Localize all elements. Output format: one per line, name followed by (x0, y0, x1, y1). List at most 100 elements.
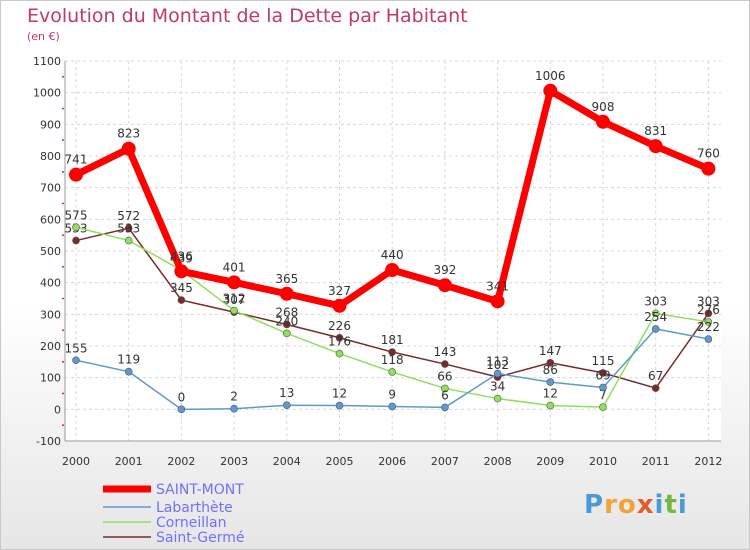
y-minor-tick (62, 297, 64, 300)
data-point (124, 367, 133, 376)
data-point (704, 309, 713, 318)
data-point (599, 403, 607, 411)
data-label: 113 (486, 355, 509, 369)
data-label: 155 (65, 341, 88, 355)
chart-subtitle: (en €) (27, 30, 60, 43)
data-label: 533 (117, 222, 140, 236)
data-label: 303 (697, 294, 720, 308)
legend-label: Labarthète (156, 500, 233, 516)
y-minor-tick (62, 170, 64, 173)
data-label: 276 (697, 303, 720, 317)
y-tick-label: 1100 (33, 55, 61, 68)
data-label: 440 (381, 248, 404, 262)
data-point (335, 401, 344, 410)
y-tick-label: 1000 (33, 87, 61, 100)
logo-letter: o (617, 490, 637, 520)
data-point (596, 114, 610, 129)
y-tick-label: 900 (40, 118, 61, 131)
logo-letter: t (664, 490, 678, 520)
data-point (701, 161, 716, 176)
legend-label: SAINT-MONT (156, 482, 244, 498)
data-label: 143 (433, 345, 456, 359)
data-point (441, 403, 449, 412)
data-point (279, 286, 294, 301)
data-label: 303 (644, 294, 667, 308)
data-point (651, 309, 660, 318)
logo-letter: i (654, 490, 665, 520)
data-label: 13 (279, 386, 294, 400)
data-point (648, 139, 663, 154)
data-label: 268 (275, 305, 298, 319)
y-tick-label: -100 (36, 435, 61, 448)
data-label: 176 (328, 335, 351, 349)
data-point (69, 167, 83, 182)
data-point (388, 348, 397, 356)
data-label: 831 (644, 124, 667, 138)
y-minor-tick (62, 107, 64, 110)
data-label: 34 (490, 380, 505, 394)
x-tick-label: 2000 (62, 455, 90, 468)
data-label: 392 (433, 263, 456, 277)
x-tick-label: 2001 (115, 455, 143, 468)
y-minor-tick (62, 360, 64, 363)
x-tick-label: 2008 (484, 455, 512, 468)
data-point (388, 402, 397, 411)
data-point (388, 368, 397, 376)
data-label: 760 (697, 147, 720, 161)
data-point (441, 384, 449, 393)
data-label: 12 (332, 387, 347, 401)
data-label: 69 (595, 368, 610, 382)
legend-label: Corneillan (156, 515, 226, 531)
x-tick-label: 2003 (220, 455, 248, 468)
data-label: 0 (178, 390, 186, 404)
data-point (335, 333, 344, 342)
data-label: 908 (592, 100, 615, 114)
y-tick-label: 800 (40, 150, 61, 163)
data-label: 307 (223, 293, 246, 307)
series-1: 155 119 0 2 13 12 9 6 113 86 69 254 222 (65, 310, 720, 414)
logo-letter: r (604, 490, 618, 520)
y-tick-label: 200 (40, 340, 61, 353)
x-tick-label: 2009 (536, 455, 564, 468)
data-label: 254 (644, 310, 667, 324)
data-label: 823 (117, 127, 140, 141)
data-label: 118 (381, 353, 404, 367)
data-label: 436 (170, 249, 193, 263)
data-point (704, 318, 713, 326)
data-label: 226 (328, 319, 351, 333)
data-label: 6 (441, 388, 449, 402)
data-label: 312 (223, 292, 246, 306)
data-point (124, 224, 133, 232)
data-point (72, 356, 80, 365)
y-tick-label: 600 (40, 213, 61, 226)
y-tick-label: 100 (40, 372, 61, 385)
y-tick-label: 700 (40, 182, 61, 195)
x-tick-label: 2011 (642, 455, 670, 468)
data-point (332, 298, 347, 313)
data-label: 365 (275, 272, 298, 286)
data-label: 181 (381, 333, 404, 347)
data-point (546, 401, 555, 410)
data-point (493, 369, 502, 378)
y-tick-label: 500 (40, 245, 61, 258)
data-label: 345 (170, 281, 193, 295)
data-label: 2 (230, 390, 238, 404)
x-tick-label: 2007 (431, 455, 459, 468)
data-label: 240 (275, 314, 298, 328)
data-label: 1006 (535, 69, 566, 83)
data-label: 67 (648, 369, 663, 383)
data-label: 12 (543, 387, 558, 401)
y-minor-tick (62, 392, 64, 395)
data-label: 572 (117, 209, 140, 223)
y-tick-label: 0 (54, 403, 61, 416)
data-point (230, 306, 238, 315)
x-tick-label: 2004 (273, 455, 301, 468)
data-point (546, 378, 555, 386)
data-point (177, 296, 186, 304)
data-point (651, 325, 660, 333)
data-label: 147 (539, 344, 562, 358)
data-label: 102 (486, 358, 509, 372)
data-point (282, 320, 291, 329)
logo-letter: x (636, 490, 655, 520)
